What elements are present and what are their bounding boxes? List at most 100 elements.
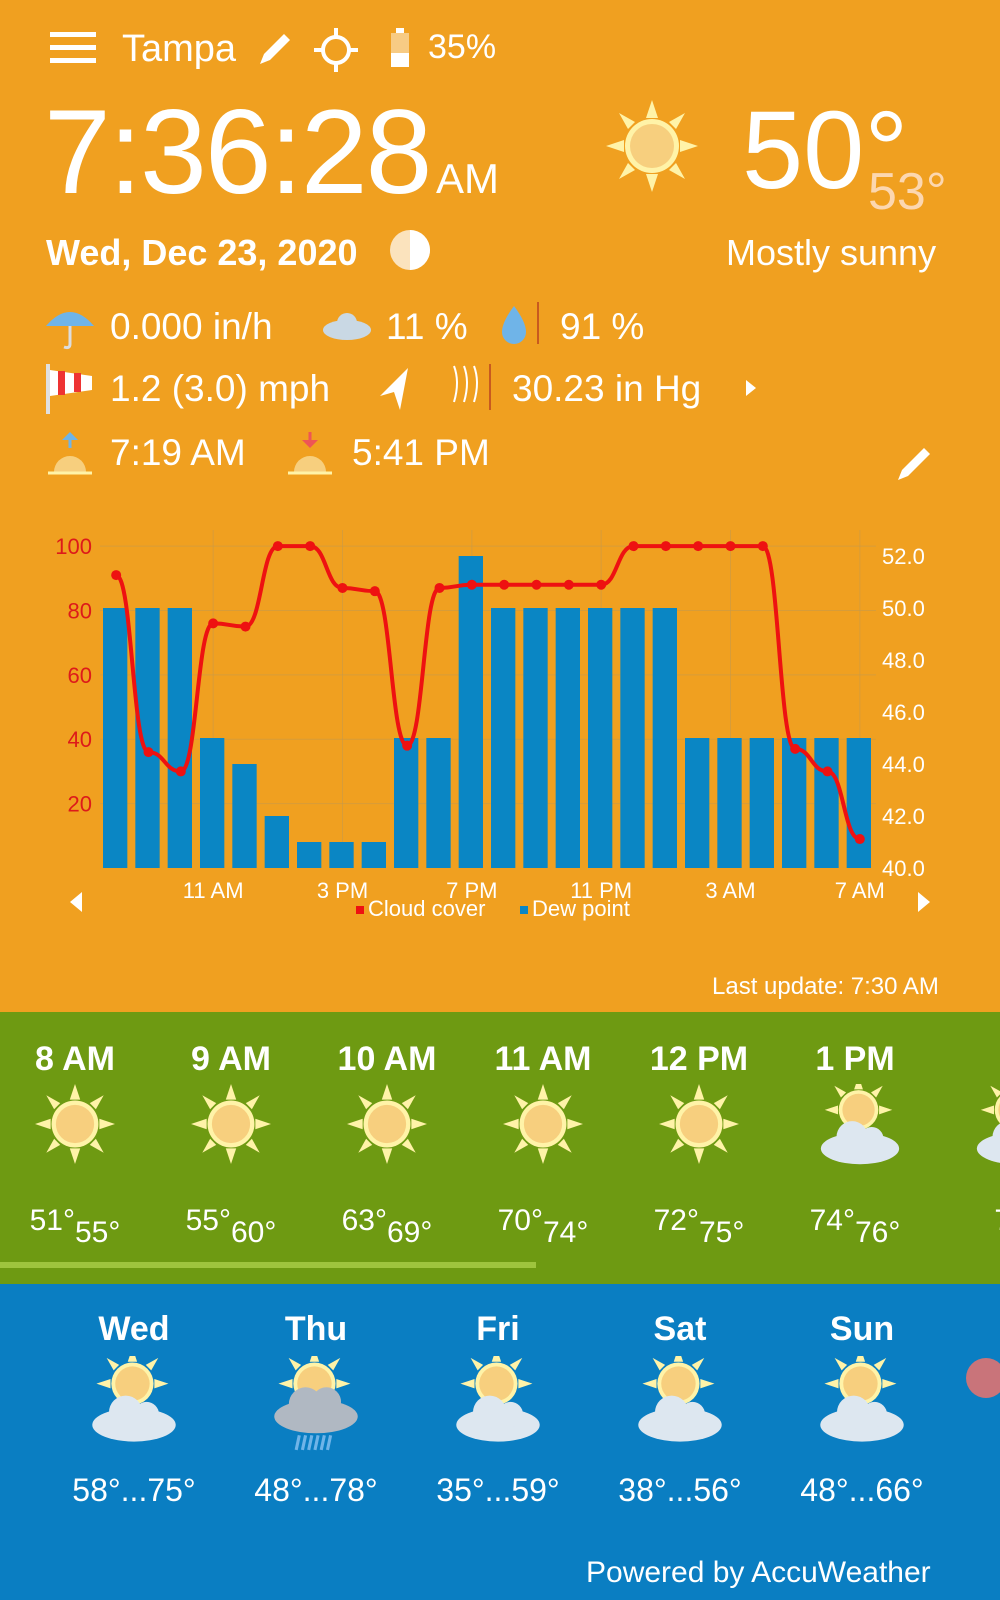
dew-point-bar — [555, 608, 580, 868]
sun-icon — [659, 1084, 739, 1164]
sun-icon — [347, 1084, 427, 1164]
cloud-cover-point — [822, 766, 833, 777]
legend-swatch-cloud — [356, 906, 364, 914]
left-tick-label: 80 — [68, 598, 92, 623]
hourly-feels-like: 60° — [231, 1216, 277, 1249]
cloud-cover-point — [757, 541, 768, 552]
cloud-cover-point — [563, 579, 574, 590]
cloud-cover-line — [115, 544, 861, 842]
hourly-temp: 51° — [29, 1204, 75, 1237]
windsock-icon — [46, 364, 92, 414]
dew-point-bar — [264, 816, 289, 868]
hourly-feels-like: 75° — [699, 1216, 745, 1249]
sun-icon — [503, 1084, 583, 1164]
chart[interactable]: 100 80 60 40 20 52.0 50.0 48.0 46.0 44.0 42.0 40.0 1… — [0, 520, 1000, 940]
daily-day: Fri — [476, 1310, 520, 1348]
dew-point-bar — [426, 738, 451, 868]
wind-direction-icon — [380, 368, 408, 410]
humidity-icon — [502, 302, 539, 344]
dew-point-bar — [782, 738, 807, 868]
clock-time[interactable]: 7:36:28 — [44, 85, 432, 219]
left-tick-label: 40 — [68, 727, 92, 752]
hourly-feels-like: 76° — [855, 1216, 901, 1249]
partly-cloudy-icon — [815, 1076, 900, 1165]
dew-point-bar — [297, 842, 322, 868]
clock-date: Wed, Dec 23, 2020 — [46, 232, 358, 273]
cloud-cover-point — [305, 541, 316, 552]
hourly-feels-like: 55° — [75, 1216, 121, 1249]
hourly-temp: 75 — [994, 1204, 1000, 1237]
chart-prev-arrow[interactable] — [70, 892, 82, 912]
hourly-temp: 70° — [497, 1204, 543, 1237]
city-name[interactable]: Tampa — [122, 28, 237, 70]
daily-day: Thu — [284, 1310, 348, 1348]
hourly-scroll-indicator — [0, 1262, 536, 1268]
legend-swatch-dew — [520, 906, 528, 914]
cloud-cover-point — [531, 579, 542, 590]
edit-icon[interactable] — [894, 444, 934, 484]
cloud-cover-point — [240, 621, 251, 632]
hourly-temps: 75 — [936, 1204, 1000, 1238]
right-tick-label: 48.0 — [882, 648, 925, 673]
edit-location-icon[interactable] — [256, 30, 294, 68]
hourly-temps: 55°60° — [156, 1204, 306, 1249]
dew-point-bar — [135, 608, 160, 868]
dew-point-bar — [523, 608, 548, 868]
cloud-cover-point — [434, 582, 445, 593]
hourly-temps: 63°69° — [312, 1204, 462, 1249]
daily-range: 58°...75° — [72, 1472, 196, 1508]
daily-range: 35°...59° — [436, 1472, 560, 1508]
sun-icon — [191, 1084, 271, 1164]
last-update: Last update: 7:30 AM — [712, 973, 939, 1000]
daily-forecast[interactable]: Wed 58°...75° Thu 48°...78° Fri 35°...59° S… — [0, 1284, 1000, 1600]
current-conditions-panel: Tampa 35% 7:36:28 AM Wed, Dec 23, 2020 5… — [0, 28, 1000, 1000]
hourly-time: 12 PM — [649, 1040, 749, 1078]
cloud-cover-point — [337, 582, 348, 593]
daily-day: Sun — [829, 1310, 895, 1348]
sunset-time: 5:41 PM — [352, 432, 490, 473]
chart-next-arrow[interactable] — [918, 892, 930, 912]
umbrella-icon — [46, 312, 94, 350]
dew-point-bar — [652, 608, 677, 868]
cloud-cover-point — [790, 743, 801, 754]
legend-label-cloud: Cloud cover — [368, 896, 485, 921]
hourly-time: 2 — [936, 1040, 1000, 1079]
humidity-value: 91 % — [560, 306, 645, 347]
cloud-cover-point — [466, 579, 477, 590]
daily-range: 48°...66° — [800, 1472, 924, 1508]
hourly-temp: 55° — [185, 1204, 231, 1237]
dew-point-bar — [749, 738, 774, 868]
legend-label-dew: Dew point — [532, 896, 630, 921]
floating-camera-button[interactable] — [966, 1358, 1000, 1398]
cloud-cover-point — [499, 579, 510, 590]
hourly-temps: 74°76° — [780, 1204, 930, 1249]
x-tick-label: 11 PM — [570, 878, 632, 903]
hourly-temps: 72°75° — [624, 1204, 774, 1249]
x-tick-label: 11 AM — [183, 878, 244, 903]
hourly-temps: 51°55° — [0, 1204, 150, 1249]
gps-icon[interactable] — [314, 28, 358, 72]
cloud-cover-point — [111, 570, 122, 581]
dew-point-bar — [394, 738, 419, 868]
partly-cloudy-icon — [814, 1347, 910, 1452]
daily-day: Sat — [653, 1310, 707, 1348]
right-tick-label: 42.0 — [882, 804, 925, 829]
powered-by[interactable]: Powered by AccuWeather — [586, 1556, 931, 1589]
menu-icon[interactable] — [50, 30, 96, 66]
dew-point-bar — [329, 842, 354, 868]
partly-cloudy-icon — [971, 1084, 1000, 1164]
hourly-time: 1 PM — [815, 1040, 895, 1078]
dew-point-bar — [685, 738, 710, 868]
current-temperature[interactable]: 50° — [742, 89, 909, 212]
dew-point-bar — [458, 556, 483, 868]
left-tick-label: 60 — [68, 663, 92, 688]
feels-like-temperature: 53° — [868, 163, 947, 221]
dew-point-bar — [717, 738, 742, 868]
dew-point-bar — [491, 608, 516, 868]
hourly-temps: 70°74° — [468, 1204, 618, 1249]
right-tick-label: 52.0 — [882, 544, 925, 569]
wind-value: 1.2 (3.0) mph — [110, 368, 331, 409]
hourly-forecast[interactable]: 8 AM 51°55° 9 AM 55°60° 10 AM 63°69° 11 AM … — [0, 1012, 1000, 1284]
daily-day: Wed — [98, 1310, 170, 1348]
pressure-expand-icon[interactable] — [744, 378, 758, 398]
